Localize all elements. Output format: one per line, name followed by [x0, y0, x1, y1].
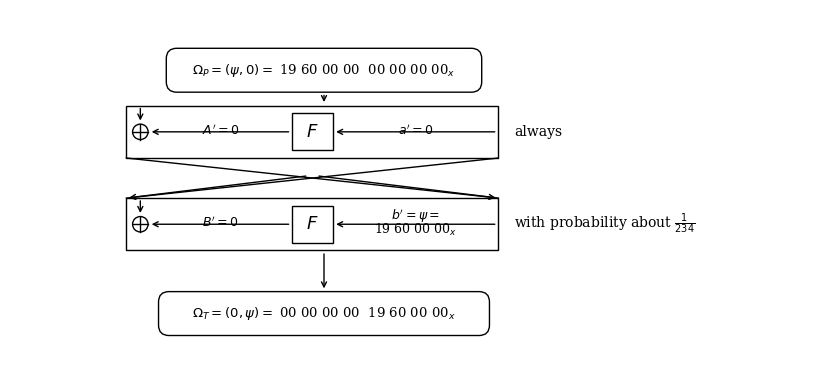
Text: $\Omega_T = (0, \psi) = $ 00 00 00 00  19 60 00 00$_x$: $\Omega_T = (0, \psi) = $ 00 00 00 00 19…	[192, 305, 455, 322]
Circle shape	[133, 217, 148, 232]
Text: $b^\prime = \psi =$: $b^\prime = \psi =$	[391, 208, 440, 225]
FancyBboxPatch shape	[158, 291, 489, 336]
Text: $F$: $F$	[306, 215, 318, 233]
Text: $B^\prime = 0$: $B^\prime = 0$	[202, 215, 238, 230]
Circle shape	[133, 124, 148, 139]
Bar	[126, 198, 498, 250]
Bar	[292, 206, 332, 243]
Text: 19 60 00 00$_x$: 19 60 00 00$_x$	[374, 222, 457, 239]
Text: $F$: $F$	[306, 123, 318, 141]
Text: $a^\prime = 0$: $a^\prime = 0$	[398, 123, 433, 138]
Bar	[126, 106, 498, 158]
Text: $A^\prime = 0$: $A^\prime = 0$	[201, 123, 238, 138]
Bar	[292, 113, 332, 150]
Text: $\Omega_P = (\psi, 0) = $ 19 60 00 00  00 00 00 00$_x$: $\Omega_P = (\psi, 0) = $ 19 60 00 00 00…	[192, 62, 455, 79]
Text: always: always	[514, 125, 562, 139]
FancyBboxPatch shape	[167, 48, 482, 92]
Text: with probability about $\frac{1}{234}$: with probability about $\frac{1}{234}$	[514, 212, 695, 236]
